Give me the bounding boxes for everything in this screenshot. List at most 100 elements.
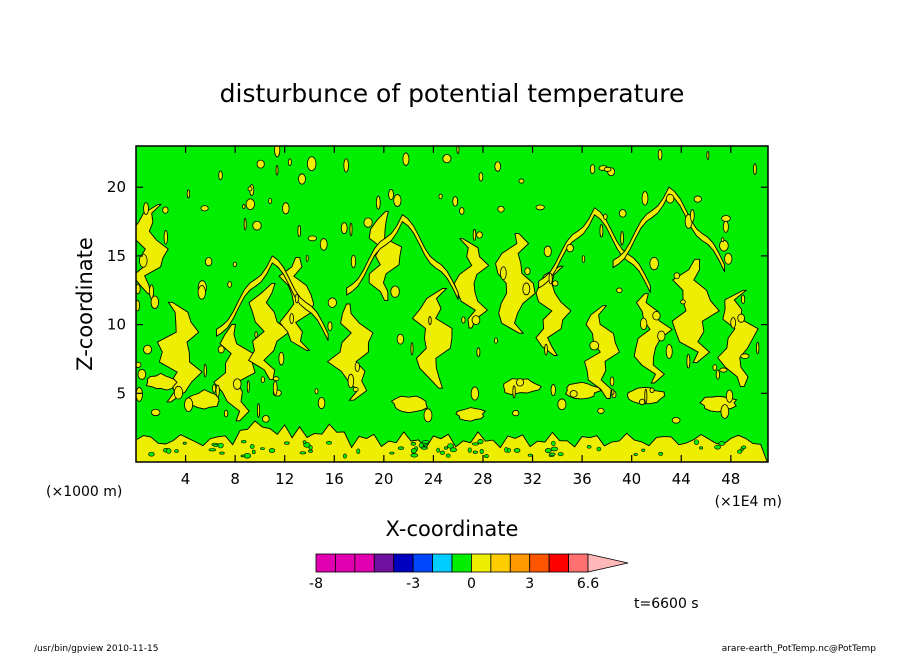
contour-speck: [410, 453, 418, 458]
colorbar-label: 6.6: [577, 576, 599, 592]
small-cell: [719, 367, 728, 373]
small-cell: [393, 194, 402, 207]
contour-speck: [445, 453, 451, 458]
small-cell: [535, 204, 545, 211]
small-cell: [690, 209, 695, 223]
colorbar-segment: [315, 553, 336, 573]
small-cell: [136, 387, 143, 402]
small-cell: [203, 363, 207, 378]
colorbar-segment: [548, 553, 569, 573]
blob-region: [145, 372, 178, 391]
small-cell: [423, 408, 433, 423]
small-cell: [461, 316, 466, 324]
small-cell: [150, 295, 159, 309]
small-cell: [548, 273, 553, 285]
blob-region: [455, 407, 487, 422]
small-cell: [476, 231, 483, 239]
contour-speck: [284, 441, 290, 445]
contour-speck: [219, 451, 225, 455]
plume-region: [495, 233, 536, 334]
small-cell: [272, 376, 280, 382]
small-cell: [493, 337, 498, 344]
small-cell: [274, 146, 281, 158]
small-cell: [712, 364, 718, 371]
small-cell: [275, 164, 279, 176]
small-cell: [715, 369, 720, 380]
small-cell: [616, 287, 623, 294]
contour-speck: [240, 454, 245, 458]
plume-region: [671, 258, 720, 363]
small-cell: [223, 409, 229, 418]
small-cell: [611, 388, 615, 396]
blob-region: [390, 395, 428, 414]
contour-speck: [174, 449, 179, 453]
small-cell: [262, 415, 270, 423]
small-cell: [500, 266, 507, 281]
chart-title: disturbunce of potential temperature: [220, 79, 685, 108]
contour-speck: [714, 444, 721, 450]
contour-speck: [472, 450, 478, 454]
contour-speck: [718, 441, 726, 446]
small-cell: [652, 311, 661, 321]
small-cell: [512, 385, 516, 399]
plume-region: [535, 265, 572, 356]
small-cell: [557, 398, 567, 411]
small-cell: [438, 193, 443, 200]
small-cell: [215, 384, 220, 398]
small-cell: [686, 353, 691, 369]
contour-speck: [504, 447, 509, 453]
contour-speck: [443, 446, 448, 450]
contour-speck: [356, 448, 361, 454]
plume-region: [411, 288, 453, 389]
small-cell: [737, 313, 746, 323]
small-cell: [472, 228, 477, 241]
small-cell: [720, 404, 730, 419]
small-cell: [307, 235, 317, 242]
time-label: t=6600 s: [634, 596, 699, 612]
small-cell: [597, 407, 605, 414]
x-tick-label: 48: [721, 470, 740, 488]
small-cell: [306, 156, 317, 172]
small-cell: [327, 321, 333, 332]
colorbar-extension: [587, 553, 629, 573]
x-tick-label: 16: [325, 470, 344, 488]
small-cell: [314, 388, 319, 395]
small-cell: [756, 341, 760, 355]
small-cell: [551, 280, 559, 287]
small-cell: [227, 281, 232, 288]
small-cell: [680, 299, 686, 305]
small-cell: [641, 191, 649, 206]
plume-region: [633, 293, 673, 384]
contour-speck: [422, 439, 430, 444]
small-cell: [352, 386, 359, 392]
small-cell: [603, 166, 612, 172]
small-cell: [388, 188, 394, 201]
small-cell: [544, 343, 548, 356]
small-cell: [725, 389, 734, 403]
small-cell: [722, 220, 729, 233]
field-layer: [136, 146, 768, 462]
plume-region: [156, 301, 203, 403]
contour-speck: [439, 450, 445, 455]
y-tick-label: 20: [107, 178, 126, 196]
contour-speck: [326, 440, 333, 445]
contour-speck: [484, 454, 489, 458]
small-cell: [162, 206, 169, 214]
small-cell: [173, 385, 184, 400]
contour-speck: [479, 449, 484, 454]
small-cell: [603, 213, 608, 220]
small-cell: [305, 254, 309, 262]
small-cell: [186, 189, 191, 199]
footer-right: arare-earth_PotTemp.nc@PotTemp: [722, 644, 877, 654]
small-cell: [566, 243, 574, 253]
contour-speck: [557, 452, 564, 457]
small-cell: [410, 342, 414, 356]
contour-speck: [165, 448, 172, 454]
contour-speck: [243, 452, 252, 459]
contour-speck: [736, 449, 743, 454]
contour-speck: [148, 451, 155, 457]
small-cell: [232, 261, 237, 268]
small-cell: [252, 220, 262, 231]
small-cell: [317, 397, 326, 410]
